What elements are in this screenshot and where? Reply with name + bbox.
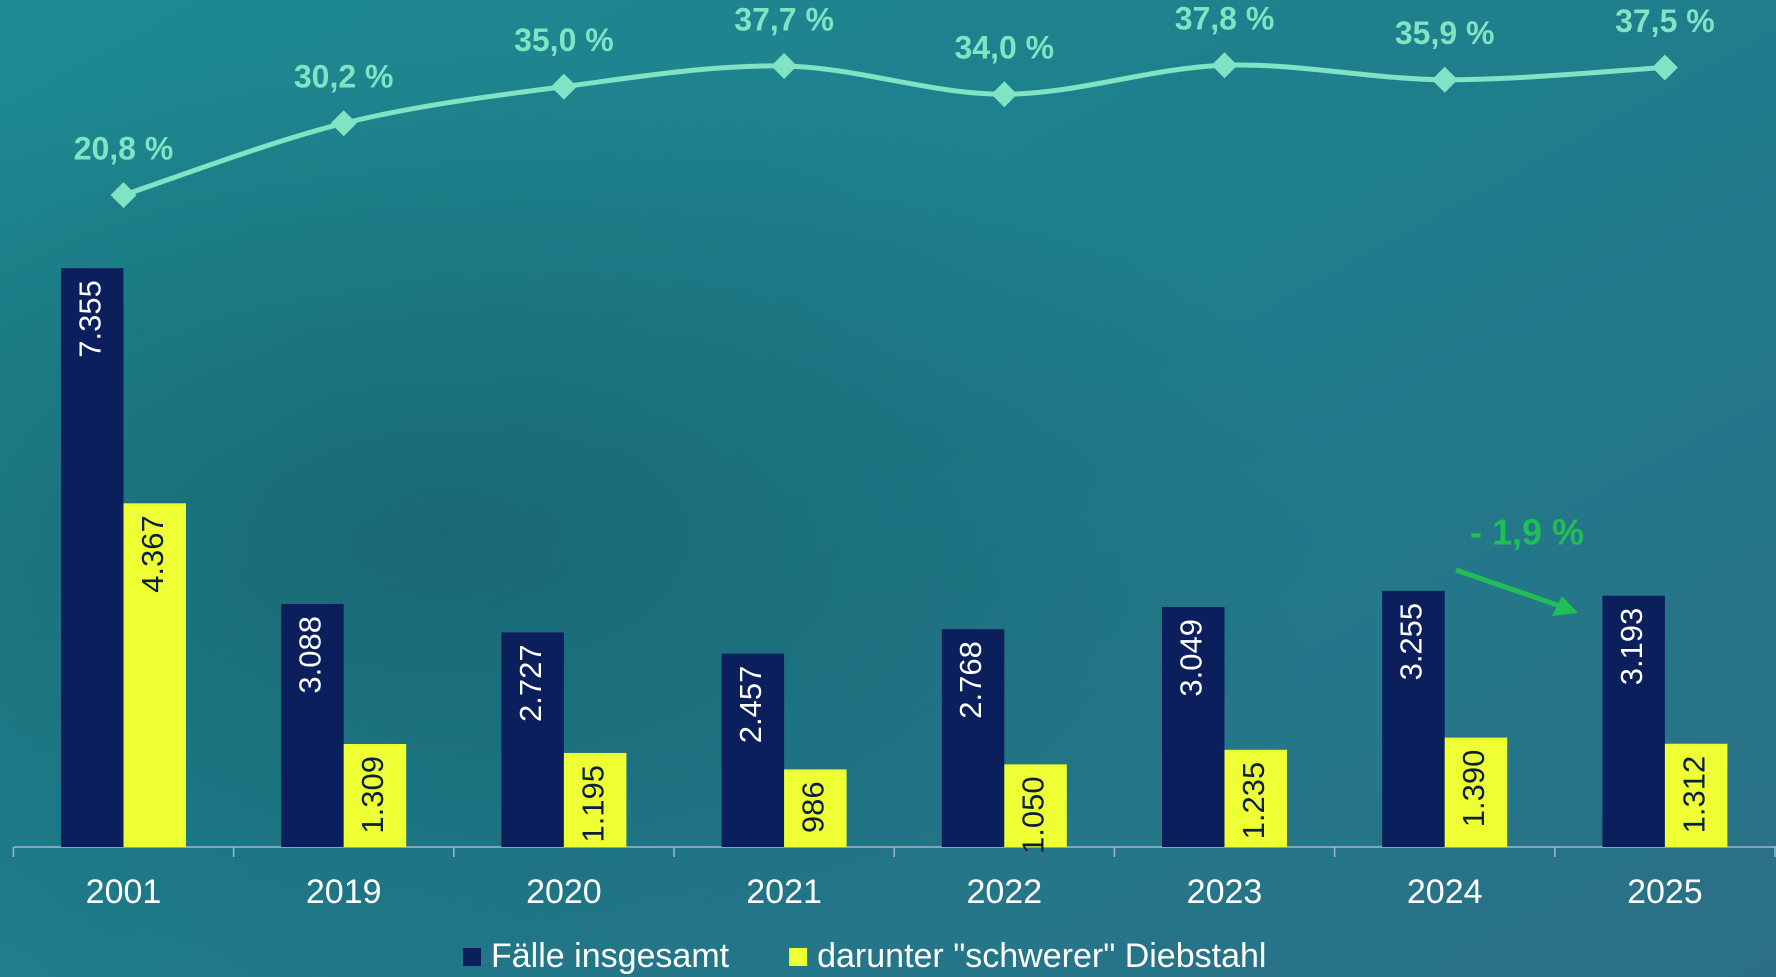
- legend-swatch: [463, 948, 481, 966]
- x-tick-label: 2020: [526, 873, 602, 911]
- bar-value-label: 1.195: [575, 765, 610, 843]
- x-tick-label: 2001: [86, 873, 162, 911]
- bar: [281, 603, 344, 847]
- x-tick-label: 2025: [1627, 873, 1703, 911]
- line-value-label: 35,9 %: [1395, 15, 1495, 51]
- bar: [563, 752, 627, 847]
- x-tick-label: 2024: [1407, 873, 1483, 911]
- bar: [1444, 737, 1508, 847]
- bar: [1224, 749, 1287, 847]
- bar: [721, 653, 785, 847]
- line-value-label: 34,0 %: [954, 30, 1054, 66]
- bar: [784, 769, 847, 847]
- bar-value-label: 1.312: [1676, 756, 1711, 834]
- line-value-label: 35,0 %: [514, 22, 614, 58]
- line-value-label: 20,8 %: [74, 131, 174, 167]
- bar: [343, 743, 407, 847]
- bar-value-label: 3.049: [1173, 619, 1208, 697]
- bar-value-label: 3.193: [1614, 608, 1649, 686]
- annotation-arrow: [1455, 567, 1561, 609]
- line-marker: [991, 81, 1018, 108]
- bar-value-label: 986: [796, 781, 831, 833]
- bar-value-label: 1.309: [355, 756, 390, 834]
- bar: [123, 503, 186, 847]
- bar: [1162, 607, 1225, 847]
- bar-value-label: 1.390: [1456, 750, 1491, 828]
- bar: [1664, 743, 1728, 847]
- bar: [1004, 764, 1067, 847]
- bar: [941, 629, 1005, 847]
- bar-value-label: 2.457: [733, 666, 768, 744]
- legend-swatch: [789, 948, 808, 966]
- bar-value-label: 1.235: [1236, 762, 1271, 840]
- bar: [501, 632, 564, 847]
- line-marker: [1431, 66, 1458, 93]
- bar: [1382, 590, 1445, 847]
- x-tick-label: 2021: [746, 873, 822, 911]
- bar-value-label: 2.727: [513, 644, 548, 722]
- line-value-label: 30,2 %: [294, 59, 394, 95]
- bar-value-label: 1.050: [1016, 776, 1051, 854]
- x-tick-label: 2022: [966, 873, 1042, 911]
- annotation: - 1,9 %: [1470, 512, 1584, 553]
- legend-label: darunter "schwerer" Diebstahl: [817, 937, 1266, 975]
- line-value-label: 37,5 %: [1615, 3, 1715, 39]
- bar: [61, 268, 124, 847]
- x-tick-label: 2019: [306, 873, 382, 911]
- bar-value-label: 2.768: [953, 641, 988, 719]
- line-marker: [110, 182, 137, 209]
- x-tick-label: 2023: [1187, 873, 1263, 911]
- annotation-arrowhead: [1552, 596, 1578, 616]
- bar-value-label: 3.088: [293, 616, 328, 694]
- line-marker: [1211, 52, 1238, 79]
- line-marker: [330, 110, 357, 137]
- bar-value-label: 7.355: [72, 280, 107, 358]
- line-marker: [550, 73, 577, 100]
- bar-value-label: 4.367: [135, 515, 170, 593]
- bar: [1602, 595, 1665, 847]
- line-value-label: 37,8 %: [1175, 1, 1275, 37]
- legend-label: Fälle insgesamt: [491, 937, 730, 975]
- line-value-label: 37,7 %: [734, 1, 834, 37]
- line-series: [122, 62, 1666, 198]
- line-marker: [771, 52, 798, 79]
- bar-value-label: 3.255: [1394, 603, 1429, 681]
- line-marker: [1651, 54, 1678, 81]
